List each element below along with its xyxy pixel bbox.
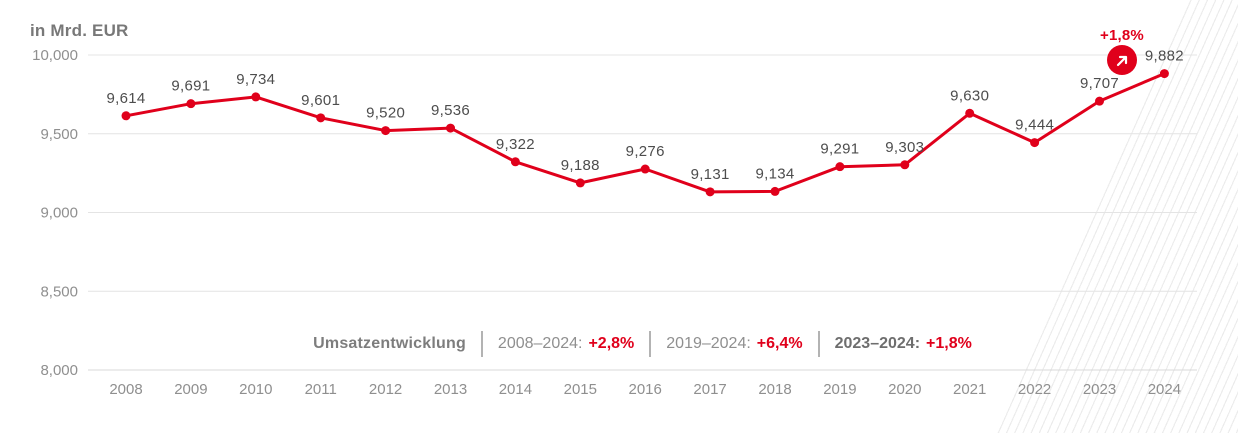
y-tick-label: 10,000 xyxy=(32,47,78,64)
summary-value: +1,8% xyxy=(926,335,972,352)
x-tick-label: 2022 xyxy=(1018,381,1051,398)
x-tick-label: 2011 xyxy=(305,381,337,398)
data-point-label: 9,291 xyxy=(820,141,859,158)
data-point-label: 9,520 xyxy=(366,105,405,122)
revenue-line xyxy=(124,72,1166,194)
data-point-label: 9,444 xyxy=(1015,117,1054,134)
growth-badge-label: +1,8% xyxy=(1100,27,1144,44)
data-point xyxy=(770,186,780,196)
data-point xyxy=(1030,138,1040,148)
summary-item: 2023–2024: +1,8% xyxy=(835,335,972,353)
data-point xyxy=(705,187,715,197)
summary-item: 2019–2024: +6,4% xyxy=(666,335,802,353)
data-point-label: 9,276 xyxy=(626,143,665,160)
x-tick-label: 2013 xyxy=(434,381,467,398)
summary-bar: Umsatzentwicklung 2008–2024: +2,8% 2019–… xyxy=(88,330,1197,358)
data-point-label: 9,188 xyxy=(561,157,600,174)
trend-up-arrow-icon xyxy=(1115,53,1130,68)
x-tick-label: 2014 xyxy=(499,381,532,398)
y-tick-label: 9,500 xyxy=(40,126,78,143)
data-point-label: 9,303 xyxy=(885,139,924,156)
axis-unit-title: in Mrd. EUR xyxy=(30,21,129,40)
data-point xyxy=(965,108,975,118)
y-tick-label: 8,000 xyxy=(40,362,78,379)
data-point xyxy=(900,160,910,170)
x-tick-label: 2021 xyxy=(953,381,986,398)
data-point xyxy=(121,111,131,121)
data-point xyxy=(446,123,455,133)
data-point-label: 9,322 xyxy=(496,136,535,153)
summary-range: 2019–2024: xyxy=(666,335,751,352)
summary-range: 2023–2024: xyxy=(834,335,921,352)
x-tick-label: 2012 xyxy=(369,381,402,398)
summary-item: 2008–2024: +2,8% xyxy=(498,335,634,353)
separator-bar xyxy=(817,331,820,357)
y-tick-label: 9,000 xyxy=(40,205,78,222)
separator-bar xyxy=(480,331,483,357)
y-tick-label: 8,500 xyxy=(40,283,78,300)
data-point xyxy=(316,113,326,123)
x-tick-label: 2018 xyxy=(758,381,791,398)
data-point-label: 9,630 xyxy=(950,87,989,104)
data-point xyxy=(251,92,261,102)
data-point xyxy=(381,126,391,136)
x-tick-label: 2023 xyxy=(1083,381,1116,398)
data-point-label: 9,614 xyxy=(106,90,145,107)
separator-bar xyxy=(649,331,652,357)
summary-range: 2008–2024: xyxy=(497,335,583,352)
x-tick-label: 2019 xyxy=(823,381,856,398)
x-tick-label: 2017 xyxy=(693,381,726,398)
data-point-label: 9,134 xyxy=(755,165,794,182)
data-point xyxy=(1159,69,1169,79)
data-point xyxy=(186,99,196,109)
x-tick-label: 2008 xyxy=(109,381,142,398)
x-tick-label: 2009 xyxy=(174,381,207,398)
x-tick-label: 2024 xyxy=(1148,381,1181,398)
summary-value: +6,4% xyxy=(756,335,803,352)
x-tick-label: 2016 xyxy=(629,381,662,398)
summary-title: Umsatzentwicklung xyxy=(313,335,466,352)
x-tick-label: 2010 xyxy=(239,381,272,398)
data-point-label: 9,536 xyxy=(431,102,470,119)
data-point xyxy=(1095,96,1104,106)
summary-value: +2,8% xyxy=(588,335,635,352)
data-point-label: 9,734 xyxy=(236,71,275,88)
growth-badge xyxy=(1107,45,1137,75)
data-point-label: 9,601 xyxy=(301,92,340,109)
x-tick-label: 2015 xyxy=(564,381,597,398)
data-point-label: 9,691 xyxy=(171,78,210,95)
data-point xyxy=(510,157,520,167)
data-point-label: 9,131 xyxy=(691,166,730,183)
x-tick-label: 2020 xyxy=(888,381,921,398)
data-point-label: 9,882 xyxy=(1145,48,1184,65)
data-point xyxy=(835,162,845,172)
data-point xyxy=(640,164,650,174)
data-point-label: 9,707 xyxy=(1080,75,1119,92)
data-point xyxy=(575,178,585,188)
